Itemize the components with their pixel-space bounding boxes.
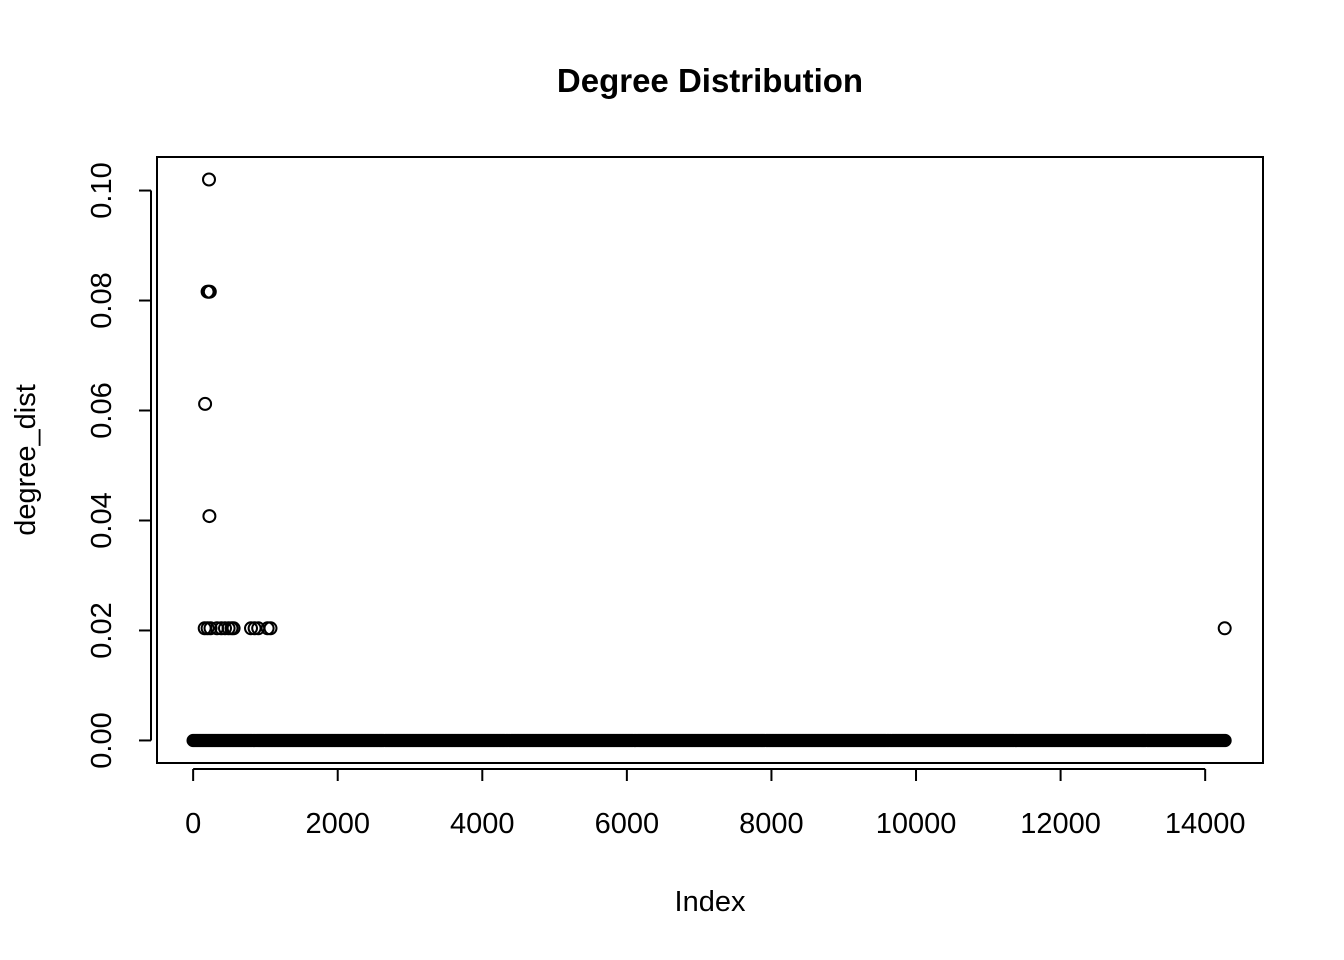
data-points: [197, 172, 1232, 636]
data-point: [1217, 621, 1232, 636]
zero-baseline-points: [186, 733, 1232, 748]
x-tick-label: 10000: [876, 808, 957, 840]
y-axis: 0.00 0.02 0.04 0.06 0.08 0.10: [86, 162, 152, 769]
x-tick-label: 4000: [450, 808, 515, 840]
y-tick-label: 0.08: [86, 272, 118, 328]
data-point: [202, 172, 216, 187]
y-tick-label: 0.00: [86, 712, 118, 768]
plot-frame: [156, 156, 1264, 764]
y-tick-label: 0.02: [86, 602, 118, 658]
x-tick-label: 12000: [1020, 808, 1101, 840]
zero-point: [1218, 733, 1232, 748]
chart-title: Degree Distribution: [557, 62, 863, 99]
x-tick-label: 8000: [739, 808, 804, 840]
data-point: [202, 284, 217, 299]
x-tick-label: 14000: [1165, 808, 1246, 840]
y-tick-label: 0.04: [86, 492, 118, 548]
x-axis: 0 2000 4000 6000 8000 10000 12000 14000: [185, 768, 1246, 840]
x-tick-label: 2000: [305, 808, 370, 840]
y-tick-label: 0.06: [86, 382, 118, 438]
x-tick-label: 6000: [595, 808, 660, 840]
x-axis-label: Index: [675, 886, 746, 918]
y-tick-label: 0.10: [86, 162, 118, 218]
data-point: [226, 621, 241, 636]
data-point: [198, 396, 213, 411]
data-point: [203, 621, 218, 636]
y-axis-label: degree_dist: [10, 384, 42, 536]
data-point: [202, 509, 217, 524]
x-tick-label: 0: [185, 808, 201, 840]
data-point: [263, 621, 278, 636]
